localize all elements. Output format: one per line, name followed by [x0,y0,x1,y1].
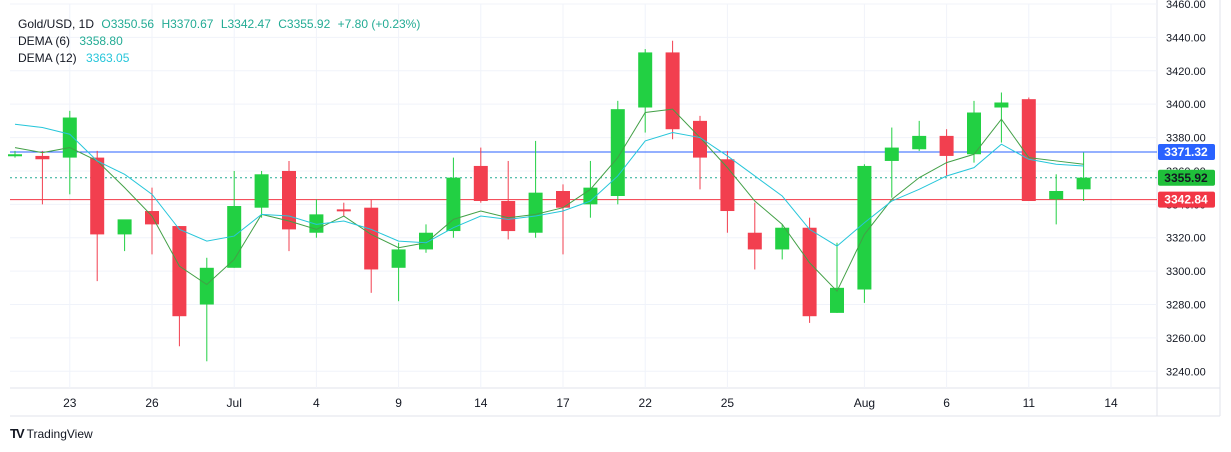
y-tick-label: 3300.00 [1166,266,1206,278]
dema12-line [14,123,1084,247]
candle-body [857,165,872,290]
candle-body [912,135,927,150]
candle-body [336,209,351,212]
brand-name: TradingView [26,426,93,441]
price-badge-bg [1158,191,1215,208]
legend-high: H3370.67 [161,17,214,31]
candle-body [939,135,954,156]
legend-dema6-row: DEMA (6) 3358.80 [18,33,424,50]
candle-body [1049,190,1064,200]
legend-change: +7.80 (+0.23%) [337,17,421,31]
x-tick-label: 17 [556,396,570,410]
y-tick-label: 3460.00 [1166,0,1206,11]
x-tick-label: 25 [721,396,735,410]
legend-low: L3342.47 [220,17,271,31]
tradingview-logo[interactable]: TV TradingView [10,426,93,441]
candle-body [802,227,817,317]
price-badge-bg [1158,169,1215,186]
x-tick-label: 22 [639,396,653,410]
legend-symbol-row: Gold/USD, 1D O3350.56 H3370.67 L3342.47 … [18,16,424,33]
x-tick-label: 9 [395,396,402,410]
price-badge-label: 3371.32 [1164,145,1208,159]
candle-body [994,102,1009,108]
y-tick-label: 3420.00 [1166,66,1206,78]
candle-body [391,249,406,268]
candle-body [227,206,242,268]
x-tick-label: Aug [854,396,875,410]
candle-body [665,52,680,130]
candle-body [145,211,159,225]
candle-body [254,174,269,208]
candle-body [638,52,653,108]
candle-body [282,170,296,230]
price-badge-bg [1158,144,1215,161]
y-tick-label: 3320.00 [1166,233,1206,245]
x-tick-label: 14 [1104,396,1118,410]
x-tick-label: Jul [227,396,242,410]
price-badges: 3371.32 3355.92 3342.84 [1158,144,1215,208]
legend-close: C3355.92 [278,17,331,31]
candle-body [1076,177,1091,190]
candle-body [199,267,214,305]
candle-body [747,232,762,250]
dema-lines [14,108,1084,293]
candle-body [62,117,77,158]
legend-open: O3350.56 [101,17,155,31]
candle-body [35,155,50,160]
candle-body [830,287,844,313]
price-badge-label: 3355.92 [1164,171,1208,185]
candle-body [501,201,516,232]
candle-body [1021,99,1036,202]
y-tick-label: 3380.00 [1166,133,1206,145]
x-tick-label: 11 [1023,396,1036,410]
x-tick-label: 23 [63,396,77,410]
candle-body [446,177,461,232]
candle-body [693,120,707,158]
dema6-line [14,108,1084,293]
candle-body [172,226,187,317]
x-tick-label: 14 [474,396,488,410]
candle-body [556,190,570,208]
candle-body [610,109,625,196]
price-axis[interactable]: 3460.003440.003420.003400.003380.003360.… [1166,0,1206,378]
price-badge-label: 3342.84 [1164,193,1208,207]
legend-dema12-value: 3363.05 [86,51,130,65]
y-tick-label: 3240.00 [1166,366,1206,378]
candle-body [90,157,105,235]
legend-dema12-row: DEMA (12) 3363.05 [18,50,424,67]
candle-body [364,207,379,270]
y-tick-label: 3260.00 [1166,333,1206,345]
candle-body [8,154,22,157]
legend-dema6-label: DEMA (6) [18,34,71,48]
chart-legend: Gold/USD, 1D O3350.56 H3370.67 L3342.47 … [18,16,424,67]
candle-body [528,192,543,233]
candles [8,40,1091,362]
y-tick-label: 3280.00 [1166,300,1206,312]
legend-dema6-value: 3358.80 [79,34,123,48]
x-tick-label: 6 [943,396,950,410]
candle-body [473,165,488,202]
candle-body [419,232,433,250]
legend-symbol: Gold/USD, 1D [18,17,95,31]
candle-body [775,227,790,250]
legend-dema12-label: DEMA (12) [18,51,77,65]
candle-body [967,112,981,155]
candle-body [117,219,132,235]
y-tick-label: 3440.00 [1166,32,1206,44]
tradingview-icon: TV [10,426,25,441]
candle-body [884,147,899,161]
y-tick-label: 3400.00 [1166,99,1206,111]
x-tick-label: 26 [145,396,159,410]
x-tick-label: 4 [313,396,320,410]
time-axis[interactable]: 23 26 Jul 4 9 14 17 22 25 Aug 6 11 14 [63,396,1118,410]
